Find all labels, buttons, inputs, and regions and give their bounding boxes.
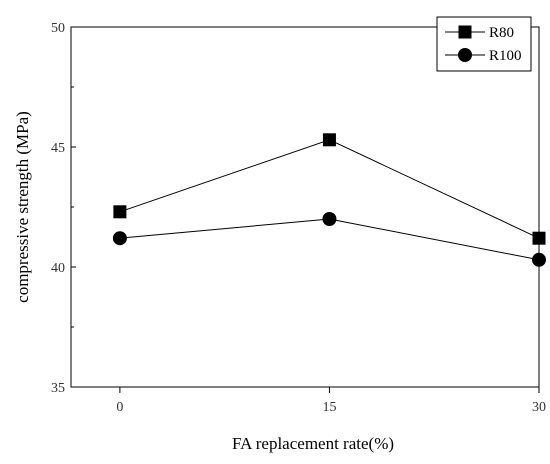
series-r80 [113,133,546,245]
y-tick-label: 50 [51,21,65,36]
data-series [112,133,546,267]
y-tick-label: 40 [51,261,65,276]
data-point-r100 [532,252,546,267]
data-point-r80 [322,133,336,147]
y-tick-label: 45 [51,141,65,156]
x-tick-label: 30 [532,400,546,415]
data-point-r100 [112,231,127,246]
data-point-r100 [322,212,337,226]
x-tick-label: 15 [322,400,336,415]
legend-marker-r80 [458,25,472,39]
data-point-r80 [113,205,127,219]
legend: R80 R100 [436,16,532,72]
axis-ticks: 35 40 45 50 0 15 30 [51,21,546,415]
legend-box [436,16,532,72]
data-point-r80 [532,231,546,245]
plot-area-border [70,26,540,388]
x-axis-title: FA replacement rate(%) [232,434,394,453]
y-tick-label: 35 [51,381,65,396]
legend-label-r100: R100 [489,48,522,64]
legend-marker-r100 [458,48,472,62]
y-axis-title: compressive strength (MPa) [13,111,32,303]
legend-label-r80: R80 [489,25,514,41]
plot-frame [70,26,540,388]
x-tick-label: 0 [116,400,123,415]
series-r100 [112,212,546,267]
